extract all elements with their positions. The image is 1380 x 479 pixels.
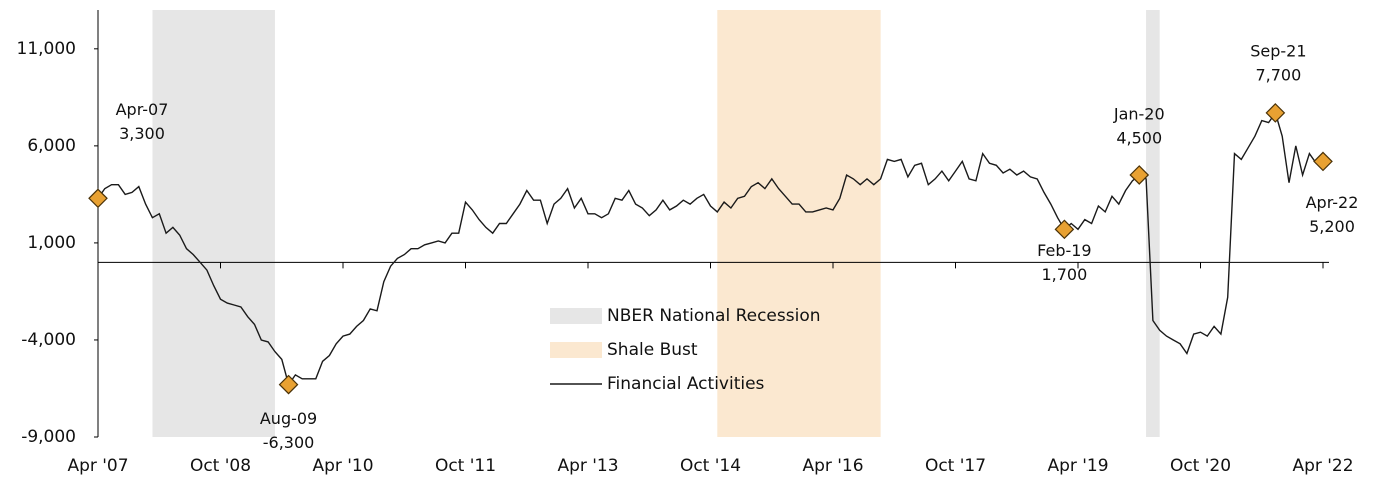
annotation-marker [278, 374, 299, 395]
shaded-region [152, 10, 275, 437]
legend-label: Financial Activities [607, 374, 765, 394]
annotation-marker [1313, 151, 1333, 172]
annotation-value: 1,700 [1041, 265, 1087, 284]
y-tick-label: -9,000 [21, 427, 76, 447]
legend-label: Shale Bust [607, 340, 698, 360]
shaded-region [717, 10, 881, 437]
annotation-marker [88, 188, 108, 209]
x-tick-label: Apr '07 [67, 456, 128, 476]
x-tick-label: Oct '20 [1170, 456, 1231, 476]
legend-label: NBER National Recession [607, 306, 821, 326]
lines [97, 111, 1324, 387]
annotations: Apr-07 3,300 Aug-09 -6,300 Feb-19 1,700 Jan-20… [88, 41, 1359, 452]
annotation-value: 3,300 [119, 124, 165, 143]
legend-swatch [550, 342, 602, 358]
legend: NBER National Recession Shale Bust Financi… [550, 306, 821, 394]
shaded-regions [152, 10, 1160, 437]
x-tick-label: Apr '19 [1047, 456, 1108, 476]
x-tick-label: Oct '08 [190, 456, 251, 476]
annotation-date: Aug-09 [260, 409, 317, 428]
y-tick-label: -4,000 [21, 330, 76, 350]
annotation-value: 7,700 [1255, 65, 1301, 84]
annotation-value: 5,200 [1309, 217, 1355, 236]
annotation-date: Sep-21 [1250, 41, 1306, 60]
x-tick-label: Apr '22 [1292, 456, 1353, 476]
annotation-date: Jan-20 [1113, 104, 1165, 123]
x-tick-label: Apr '16 [802, 456, 863, 476]
x-tick-label: Oct '17 [925, 456, 986, 476]
legend-swatch [550, 308, 602, 324]
x-tick-label: Oct '11 [435, 456, 496, 476]
annotation-marker [1054, 219, 1075, 240]
annotation-value: 4,500 [1116, 128, 1162, 147]
y-tick-label: 1,000 [27, 233, 76, 253]
annotation-marker [1265, 103, 1286, 123]
y-tick-label: 11,000 [17, 39, 76, 59]
x-tick-label: Apr '13 [557, 456, 618, 476]
annotation-value: -6,300 [263, 433, 315, 452]
x-tick-label: Oct '14 [680, 456, 741, 476]
x-tick-label: Apr '10 [312, 456, 373, 476]
y-tick-label: 6,000 [27, 136, 76, 156]
annotation-date: Apr-07 [116, 100, 169, 119]
annotation-date: Feb-19 [1037, 241, 1091, 260]
axes: 11,000 6,000 1,000 -4,000 -9,000 Apr '07 Oct '… [17, 10, 1354, 476]
shaded-region [1146, 10, 1160, 437]
annotation-date: Apr-22 [1306, 193, 1359, 212]
series-line [97, 111, 1324, 387]
annotation-marker [1129, 165, 1150, 185]
